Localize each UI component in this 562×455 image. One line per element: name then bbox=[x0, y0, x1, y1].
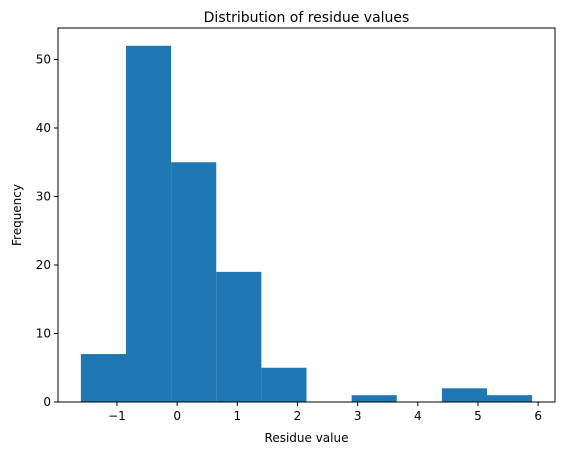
x-axis-label: Residue value bbox=[265, 431, 349, 445]
histogram-bar bbox=[487, 395, 533, 402]
y-tick-label: 40 bbox=[36, 121, 51, 135]
x-axis-ticks: −1 0 1 2 3 4 5 6 bbox=[108, 402, 542, 423]
x-tick-label: −1 bbox=[108, 409, 126, 423]
histogram-bar bbox=[80, 354, 126, 402]
x-tick-label: 4 bbox=[414, 409, 422, 423]
bars-layer bbox=[80, 45, 533, 403]
x-tick-label: 6 bbox=[534, 409, 542, 423]
y-tick-label: 20 bbox=[36, 258, 51, 272]
histogram-bar bbox=[125, 45, 172, 403]
y-tick-label: 0 bbox=[43, 395, 51, 409]
x-tick-label: 2 bbox=[294, 409, 302, 423]
y-tick-label: 30 bbox=[36, 190, 51, 204]
x-tick-label: 0 bbox=[173, 409, 181, 423]
x-tick-label: 5 bbox=[474, 409, 482, 423]
histogram-bar bbox=[171, 162, 217, 402]
plot-frame bbox=[57, 27, 556, 403]
histogram-bar bbox=[351, 395, 397, 402]
histogram-bar bbox=[261, 367, 307, 402]
x-tick-label: 1 bbox=[233, 409, 241, 423]
chart-title: Distribution of residue values bbox=[204, 10, 410, 26]
histogram-bar bbox=[441, 388, 488, 402]
y-axis-label: Frequency bbox=[10, 184, 24, 246]
y-axis-ticks: 0 10 20 30 40 50 bbox=[36, 53, 58, 409]
y-tick-label: 50 bbox=[36, 53, 51, 67]
histogram-bar bbox=[216, 271, 262, 402]
x-tick-label: 3 bbox=[354, 409, 362, 423]
y-tick-label: 10 bbox=[36, 327, 51, 341]
